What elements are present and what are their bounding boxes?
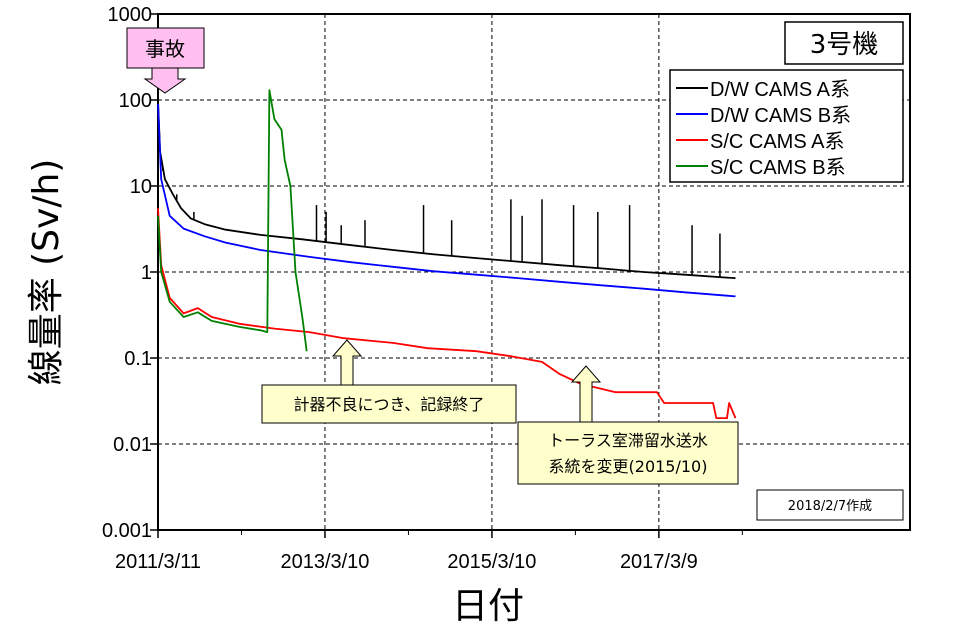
y-axis-title: 線量率 (Sv/h) xyxy=(26,159,67,386)
transfer-change-arrow xyxy=(570,365,602,423)
series-2 xyxy=(157,103,736,298)
y-tick-label: 0.01 xyxy=(113,434,152,456)
x-axis-ticks: 2011/3/11 2013/3/10 2015/3/10 2017/3/9 xyxy=(115,530,743,573)
accident-arrow xyxy=(143,67,187,94)
series-line xyxy=(157,89,308,352)
unit-label-box xyxy=(784,21,904,65)
x-tick-label: 2011/3/11 xyxy=(115,551,201,573)
legend-label: D/W CAMS A系 xyxy=(710,78,850,101)
accident-marker: 事故 xyxy=(126,27,205,94)
accident-box xyxy=(126,27,205,69)
creation-note: 2018/2/7作成 xyxy=(788,499,872,514)
x-tick-label: 2017/3/9 xyxy=(620,551,698,573)
instrument-failure-callout: 計器不良につき、記録終了 xyxy=(261,339,517,424)
series-line xyxy=(157,208,737,419)
accident-label: 事故 xyxy=(145,37,185,61)
instrument-failure-label: 計器不良につき、記録終了 xyxy=(294,395,485,414)
legend-box xyxy=(669,69,904,183)
unit-label: 3号機 xyxy=(810,30,879,60)
legend-label: D/W CAMS B系 xyxy=(710,104,851,127)
y-tick-label: 10 xyxy=(130,176,152,198)
x-tick-label: 2013/3/10 xyxy=(280,551,369,573)
series-4 xyxy=(157,89,308,352)
y-tick-label: 0.1 xyxy=(124,348,152,370)
instrument-failure-arrow xyxy=(331,339,363,386)
transfer-change-label-line2: 系統を変更(2015/10) xyxy=(549,457,708,476)
legend-label: S/C CAMS B系 xyxy=(710,156,846,179)
y-tick-label: 1 xyxy=(141,262,152,284)
y-tick-label: 0.001 xyxy=(102,520,152,542)
series-layer xyxy=(157,89,737,419)
legend-label: S/C CAMS A系 xyxy=(710,130,844,153)
x-axis-title: 日付 xyxy=(452,586,524,627)
y-tick-label: 100 xyxy=(119,90,152,112)
series-3 xyxy=(157,208,737,419)
transfer-change-box xyxy=(517,421,739,485)
y-tick-label: 1000 xyxy=(108,4,153,26)
transfer-change-label-line1: トーラス室滞留水送水 xyxy=(548,431,708,450)
instrument-failure-box xyxy=(261,384,517,424)
legend: D/W CAMS A系 D/W CAMS B系 S/C CAMS A系 S/C CAM… xyxy=(669,69,904,183)
series-line xyxy=(157,103,736,298)
transfer-change-callout: トーラス室滞留水送水 系統を変更(2015/10) xyxy=(517,365,739,485)
x-tick-label: 2015/3/10 xyxy=(447,551,536,573)
y-axis-ticks: 1000 100 10 1 0.1 0.01 0.001 xyxy=(102,4,158,542)
series-line xyxy=(157,99,736,279)
series-1 xyxy=(157,99,736,279)
creation-note-box xyxy=(756,489,904,521)
